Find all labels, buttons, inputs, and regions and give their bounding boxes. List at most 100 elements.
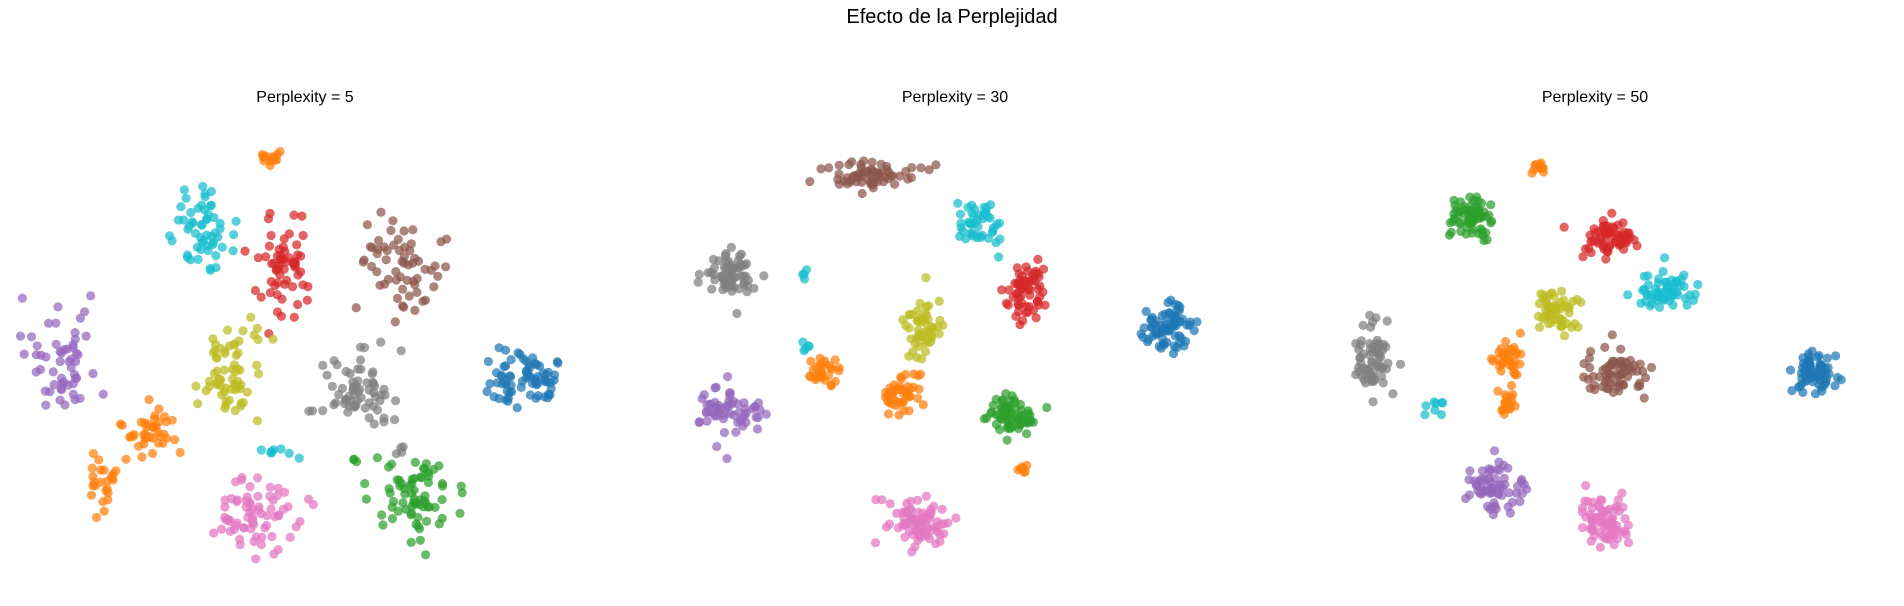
scatter-point xyxy=(205,376,215,386)
scatter-point xyxy=(541,370,551,380)
scatter-point xyxy=(433,271,443,281)
cluster-13 xyxy=(798,265,812,284)
scatter-point xyxy=(1639,271,1649,281)
scatter-point xyxy=(1578,252,1588,262)
scatter-point xyxy=(253,473,263,483)
scatter-point xyxy=(297,211,307,221)
scatter-point xyxy=(1473,196,1483,206)
scatter-point xyxy=(921,491,931,501)
scatter-point xyxy=(1601,254,1611,264)
scatter-point xyxy=(390,317,400,327)
scatter-point xyxy=(375,396,385,406)
scatter-point xyxy=(318,406,328,416)
scatter-point xyxy=(256,445,266,455)
scatter-point xyxy=(1646,362,1657,373)
scatter-point xyxy=(545,390,555,400)
scatter-point xyxy=(1585,362,1595,373)
scatter-point xyxy=(213,232,223,242)
scatter-point xyxy=(1502,398,1512,408)
scatter-point xyxy=(360,479,370,489)
scatter-point xyxy=(1536,158,1546,168)
scatter-point xyxy=(883,396,893,406)
scatter-point xyxy=(910,542,920,552)
scatter-point xyxy=(963,202,973,212)
scatter-point xyxy=(407,501,417,512)
scatter-point xyxy=(1022,429,1032,439)
scatter-point xyxy=(1478,485,1488,495)
cluster-10 xyxy=(1461,446,1532,520)
scatter-point xyxy=(1690,289,1700,299)
scatter-point xyxy=(136,417,146,427)
scatter-point xyxy=(1461,493,1471,504)
scatter-point xyxy=(742,287,752,297)
scatter-point xyxy=(1420,410,1430,420)
scatter-point xyxy=(890,179,900,189)
scatter-point xyxy=(905,391,915,401)
scatter-point xyxy=(912,333,922,343)
scatter-point xyxy=(506,380,516,390)
scatter-point xyxy=(699,390,709,400)
scatter-point xyxy=(988,400,998,410)
scatter-point xyxy=(167,236,177,246)
scatter-point xyxy=(253,491,263,501)
cluster-9 xyxy=(1785,346,1846,399)
scatter-point xyxy=(238,326,248,336)
scatter-point xyxy=(295,516,305,527)
scatter-point xyxy=(1785,365,1796,375)
scatter-point xyxy=(1172,343,1182,353)
scatter-point xyxy=(88,368,98,379)
scatter-point xyxy=(738,271,748,281)
scatter-point xyxy=(367,242,377,253)
scatter-point xyxy=(1536,289,1546,299)
cluster-11 xyxy=(1577,481,1634,552)
scatter-point xyxy=(1679,270,1689,280)
scatter-point xyxy=(881,522,892,532)
scatter-point xyxy=(1497,359,1508,369)
scatter-point xyxy=(239,523,249,533)
scatter-point xyxy=(1623,290,1633,300)
subplot-perplexity-5: Perplexity = 5 xyxy=(0,0,610,606)
scatter-point xyxy=(254,369,264,379)
scatter-point xyxy=(49,380,59,390)
scatter-point xyxy=(211,352,221,362)
scatter-point xyxy=(284,229,294,239)
scatter-point xyxy=(1446,227,1456,237)
scatter-point xyxy=(272,251,282,261)
scatter-point xyxy=(399,302,409,312)
cluster-0 xyxy=(805,156,941,199)
scatter-point xyxy=(530,358,540,368)
scatter-point xyxy=(1616,344,1626,354)
cluster-13 xyxy=(391,442,408,459)
scatter-point xyxy=(117,420,127,430)
scatter-point xyxy=(1356,352,1366,362)
scatter-point xyxy=(284,448,294,458)
scatter-point xyxy=(377,510,387,520)
scatter-point xyxy=(298,230,308,241)
scatter-point xyxy=(915,527,926,537)
scatter-point xyxy=(381,255,391,265)
scatter-point xyxy=(877,495,887,505)
scatter-point xyxy=(434,519,444,529)
scatter-point xyxy=(929,501,939,511)
scatter-point xyxy=(374,235,384,246)
scatter-point xyxy=(1614,506,1624,516)
scatter-point xyxy=(506,372,516,382)
scatter-point xyxy=(265,208,275,218)
scatter-point xyxy=(191,381,201,391)
scatter-point xyxy=(1510,370,1520,380)
scatter-point xyxy=(885,499,895,509)
scatter-point xyxy=(727,266,737,276)
scatter-point xyxy=(808,365,818,375)
scatter-point xyxy=(1160,324,1170,334)
scatter-point xyxy=(1660,253,1670,263)
scatter-point xyxy=(889,385,899,396)
scatter-point xyxy=(515,349,525,360)
scatter-point xyxy=(159,412,170,422)
scatter-point xyxy=(193,399,203,409)
scatter-point xyxy=(94,455,104,465)
scatter-point xyxy=(512,403,522,413)
scatter-point xyxy=(376,207,386,217)
scatter-point xyxy=(1379,339,1389,350)
scatter-point xyxy=(1382,316,1392,326)
scatter-point xyxy=(723,372,733,382)
